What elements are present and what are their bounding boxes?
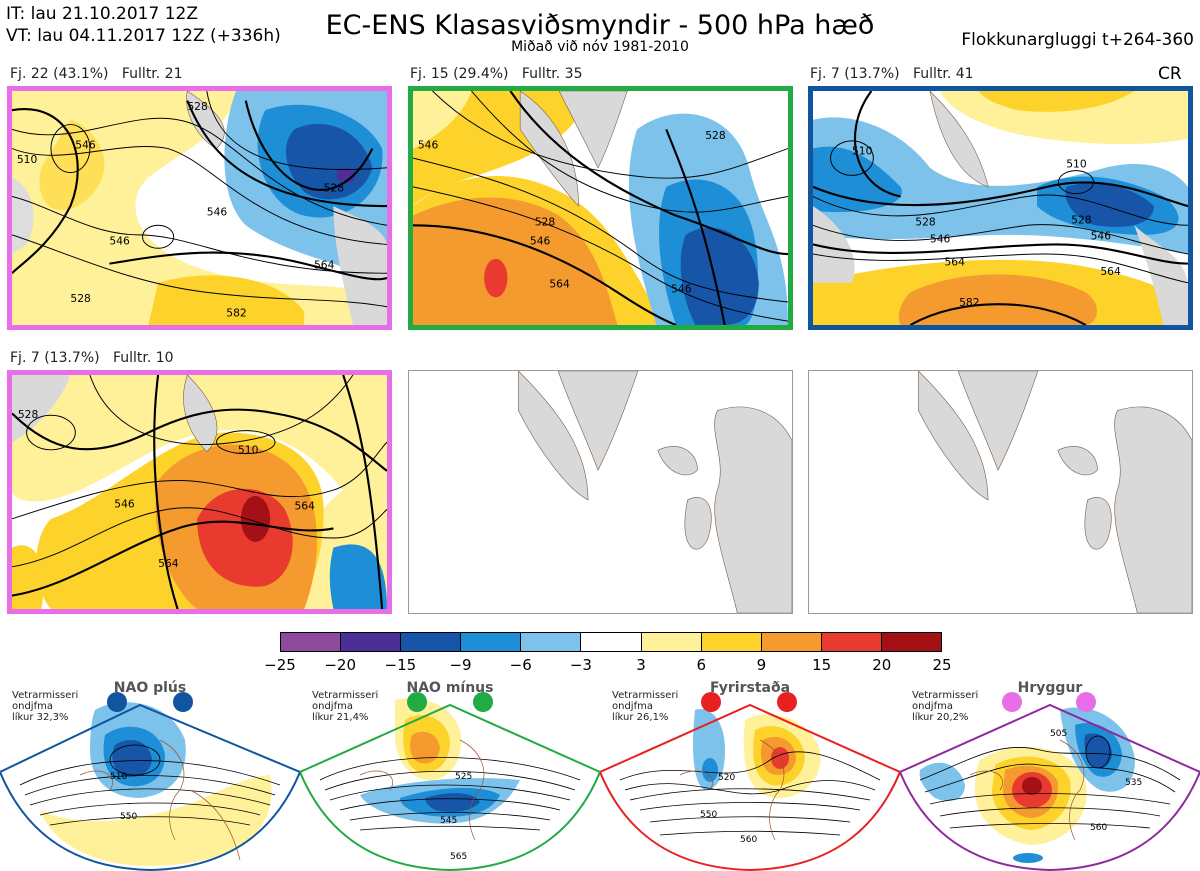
cluster-3-label: Fj. 7 (13.7%) Fulltr. 41 xyxy=(810,66,974,82)
regime-2-label-1: 525 xyxy=(455,772,472,782)
p2-contour-5: 528 xyxy=(705,129,726,142)
regime-4-name: Hryggur xyxy=(1017,680,1083,696)
p2-contour-2: 546 xyxy=(530,235,551,248)
p1-contour-5: 528 xyxy=(70,292,91,305)
cluster-1-label: Fj. 22 (43.1%) Fulltr. 21 xyxy=(10,66,183,82)
p1-contour-9: 510 xyxy=(17,153,38,166)
p4-contour-3: 564 xyxy=(294,499,315,512)
page-subtitle: Miðað við nóv 1981-2010 xyxy=(511,39,689,55)
colorbar-tick: −25 xyxy=(264,656,296,674)
regime-4-label-3: 560 xyxy=(1090,823,1107,833)
colorbar-segment xyxy=(341,633,402,651)
colorbar-tick: −15 xyxy=(384,656,417,674)
colorbar-tick: −9 xyxy=(449,656,472,674)
p3-contour-3: 546 xyxy=(930,233,951,246)
colorbar-segment xyxy=(461,633,522,651)
colorbar-tick: −20 xyxy=(324,656,356,674)
colorbar-segment xyxy=(761,633,822,651)
regime-1-label-2: 550 xyxy=(120,812,137,822)
colorbar-tick: 20 xyxy=(872,656,892,674)
colorbar-segment xyxy=(701,633,762,651)
colorbar-tick: 9 xyxy=(756,656,767,674)
regime-1-name: NAO plús xyxy=(113,680,187,696)
initial-time: IT: lau 21.10.2017 12Z xyxy=(6,4,198,24)
p3-contour-9: 564 xyxy=(1100,265,1121,278)
cluster-4-map[interactable]: 510 546 564 564 528 xyxy=(7,370,392,614)
colorbar-tick: 15 xyxy=(812,656,832,674)
p3-contour-5: 582 xyxy=(959,296,979,309)
p1-contour-8: 582 xyxy=(226,306,246,319)
regime-1-label-1: 510 xyxy=(110,772,127,782)
colorbar-tick: 25 xyxy=(932,656,952,674)
p4-contour-1: 510 xyxy=(238,444,259,457)
regime-2-name: NAO mínus xyxy=(406,680,494,696)
regime-4-label-2: 535 xyxy=(1125,778,1142,788)
regime-nao-minus[interactable]: 525 545 565 NAO mínus Vetrarmisseri ondjf… xyxy=(300,680,600,871)
regime-4-label-1: 505 xyxy=(1050,729,1067,739)
p3-contour-1: 510 xyxy=(852,144,873,157)
regime-3-name: Fyrirstaða xyxy=(709,680,791,696)
colorbar-segment xyxy=(401,633,462,651)
colorbar-tick: −6 xyxy=(509,656,532,674)
regime-3-label-1: 520 xyxy=(718,773,735,783)
regime-ridge[interactable]: 505 535 560 Hryggur Vetrarmisseri ondjfma… xyxy=(900,680,1200,871)
cluster-2-label: Fj. 15 (29.4%) Fulltr. 35 xyxy=(410,66,583,82)
empty-map-5 xyxy=(408,370,793,614)
cluster-4-label: Fj. 7 (13.7%) Fulltr. 10 xyxy=(10,350,174,366)
colorbar-tick: −3 xyxy=(569,656,592,674)
regime-4-stats: Vetrarmisseri ondjfma líkur 20,2% xyxy=(912,690,979,723)
regime-3-label-3: 560 xyxy=(740,835,757,845)
regime-code: CR xyxy=(1158,64,1182,84)
valid-time: VT: lau 04.11.2017 12Z (+336h) xyxy=(6,26,281,46)
p1-contour-2: 546 xyxy=(207,206,228,219)
colorbar-segment xyxy=(641,633,702,651)
p3-contour-8: 546 xyxy=(1091,230,1112,243)
colorbar-segment xyxy=(281,633,342,651)
regime-1-stats: Vetrarmisseri ondjfma líkur 32,3% xyxy=(12,690,79,723)
p1-contour-6: 546 xyxy=(75,139,96,152)
p3-contour-2: 528 xyxy=(915,215,936,228)
classification-window: Flokkunargluggi t+264-360 xyxy=(961,30,1194,50)
colorbar-segment xyxy=(581,633,642,651)
p2-contour-3: 564 xyxy=(549,278,570,291)
p1-contour-7: 564 xyxy=(314,258,335,271)
regime-2-stats: Vetrarmisseri ondjfma líkur 21,4% xyxy=(312,690,379,723)
colorbar-tick: 6 xyxy=(696,656,707,674)
regime-nao-plus[interactable]: 510 550 NAO plús Vetrarmisseri ondjfma lík… xyxy=(0,680,300,871)
cluster-3-map[interactable]: 510 528 546 564 582 510 528 546 564 xyxy=(808,86,1193,330)
regime-blocking[interactable]: 520 550 560 Fyrirstaða Vetrarmisseri ondj… xyxy=(600,680,900,871)
regime-2-label-3: 565 xyxy=(450,852,467,862)
colorbar-segment xyxy=(521,633,582,651)
cluster-1-map[interactable]: 528 546 528 546 528 546 564 582 510 xyxy=(7,86,392,330)
colorbar-segment xyxy=(821,633,882,651)
p3-contour-6: 510 xyxy=(1066,158,1087,171)
page-title: EC-ENS Klasasviðsmyndir - 500 hPa hæð xyxy=(325,10,875,41)
cluster-2-map[interactable]: 528 546 564 546 528 546 xyxy=(408,86,793,330)
colorbar-tick: 3 xyxy=(636,656,646,674)
p4-contour-4: 564 xyxy=(158,557,179,570)
regime-3-stats: Vetrarmisseri ondjfma líkur 26,1% xyxy=(612,690,679,723)
colorbar xyxy=(280,632,942,652)
p2-contour-1: 528 xyxy=(535,215,556,228)
p1-contour-1: 528 xyxy=(187,100,208,113)
p2-contour-4: 546 xyxy=(671,282,692,295)
p3-contour-4: 564 xyxy=(944,256,965,269)
p2-contour-6: 546 xyxy=(418,139,439,152)
regime-2-label-2: 545 xyxy=(440,816,457,826)
p4-contour-2: 546 xyxy=(114,497,135,510)
p1-contour-4: 546 xyxy=(109,235,130,248)
colorbar-segment xyxy=(881,633,942,651)
p3-contour-7: 528 xyxy=(1071,213,1092,226)
p4-contour-5: 528 xyxy=(18,408,39,421)
p1-contour-3: 528 xyxy=(324,182,345,195)
regime-3-label-2: 550 xyxy=(700,810,717,820)
empty-map-6 xyxy=(808,370,1193,614)
